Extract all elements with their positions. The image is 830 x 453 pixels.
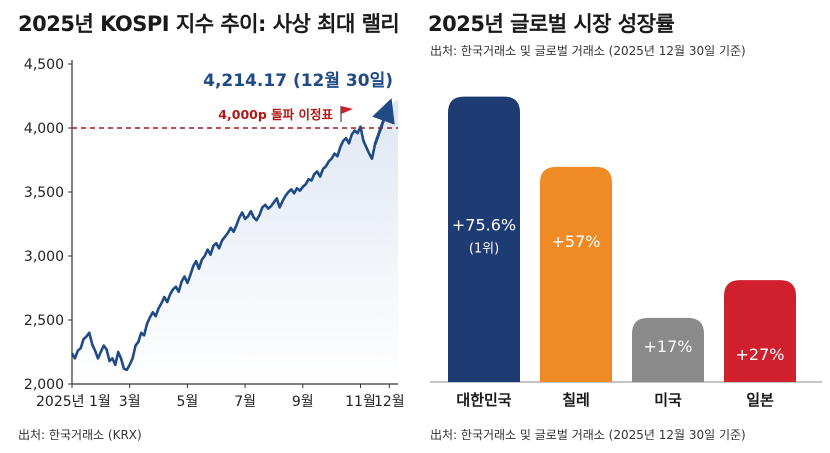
- bar-value-label: +75.6%: [452, 216, 516, 235]
- rising-arrow: [372, 98, 395, 146]
- y-tick-label: 4,000: [24, 121, 64, 137]
- bar-category-label: 일본: [746, 391, 774, 409]
- y-tick-label: 2,000: [24, 377, 64, 393]
- kospi-chart-panel: 2025년 KOSPI 지수 추이: 사상 최대 랠리 2,000 2,500 3,…: [18, 12, 405, 442]
- x-tick-label: 9월: [292, 394, 314, 410]
- bar-value-label: +57%: [552, 232, 601, 251]
- kospi-series-line: [70, 125, 377, 372]
- bar: [632, 317, 704, 382]
- growth-chart-panel: 2025년 글로벌 시장 성장률 出처: 한국거래소 및 글로벌 거래소 (20…: [420, 0, 830, 453]
- bar: [448, 96, 520, 383]
- bar: [724, 280, 796, 382]
- bar: [540, 166, 612, 382]
- x-tick-label: 11월: [345, 394, 376, 410]
- kospi-chart-title: 2025년 KOSPI 지수 추이: 사상 최대 랠리: [18, 12, 400, 36]
- kospi-source-note: 出처: 한국거래소 (KRX): [18, 428, 142, 442]
- x-tick-label: 7월: [234, 394, 256, 410]
- y-tick-label: 3,500: [24, 185, 64, 201]
- y-tick-label: 2,500: [24, 313, 64, 329]
- kospi-area-fill: [72, 100, 398, 384]
- flag-icon: [341, 106, 353, 114]
- bar-value-label: +27%: [736, 345, 785, 364]
- bar-rank-label: (1위): [469, 242, 499, 257]
- x-tick-label: 3월: [119, 394, 141, 410]
- growth-source-note: 出처: 한국거래소 및 글로벌 거래소 (2025년 12월 30일 기준): [430, 428, 746, 442]
- bar-category-label: 칠레: [562, 391, 590, 409]
- bar-category-label: 미국: [654, 391, 682, 409]
- reference-label: 4,000p 돌파 이정표: [218, 107, 333, 122]
- growth-bar-chart: +75.6% (1위) 대한민국 +57% 칠레 +17% 미국 +27% 일본: [430, 96, 822, 409]
- growth-chart-title: 2025년 글로벌 시장 성장률: [428, 12, 675, 36]
- bar-value-label: +17%: [644, 337, 693, 356]
- growth-chart-subtitle: 出처: 한국거래소 및 글로벌 거래소 (2025년 12월 30일 기준): [430, 44, 746, 58]
- x-tick-label: 12월: [374, 394, 405, 410]
- y-tick-label: 4,500: [24, 57, 64, 73]
- kospi-line-chart: 2,000 2,500 3,000 3,500 4,000 4,500 2025년 1월 3월…: [24, 57, 405, 410]
- y-tick-label: 3,000: [24, 249, 64, 265]
- annotation-label: 4,214.17 (12월 30일): [203, 71, 393, 91]
- bar-category-label: 대한민국: [456, 391, 511, 409]
- x-tick-label: 2025년 1월: [36, 394, 111, 410]
- x-tick-label: 5월: [176, 394, 198, 410]
